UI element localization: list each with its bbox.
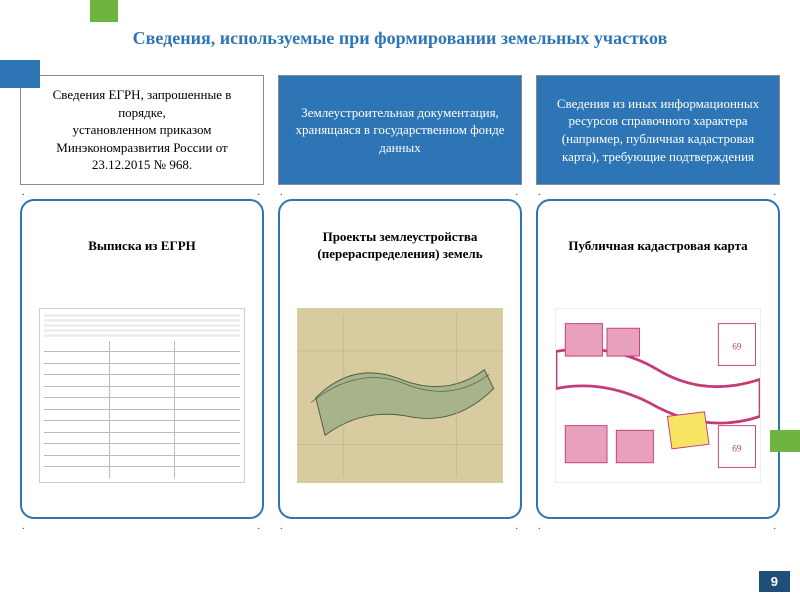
dots-row: ..	[20, 519, 264, 529]
decor-green-right	[770, 430, 800, 452]
dots-row: ..	[278, 185, 522, 195]
thumb-document	[30, 281, 254, 509]
page-number: 9	[759, 571, 790, 592]
header-line: Землеустроительная документация, храняща…	[287, 104, 513, 157]
header-box-3: Сведения из иных информационных ресурсов…	[536, 75, 780, 185]
header-line: Сведения ЕГРН, запрошенные в порядке,	[29, 86, 255, 121]
header-line: установленном приказом Минэкономразвития…	[29, 121, 255, 174]
column-2: Землеустроительная документация, храняща…	[278, 75, 522, 529]
header-box-1: Сведения ЕГРН, запрошенные в порядке, ус…	[20, 75, 264, 185]
cadastral-map-mock: 69 69	[555, 308, 761, 483]
header-line: Сведения из иных информационных ресурсов…	[545, 95, 771, 165]
column-3: Сведения из иных информационных ресурсов…	[536, 75, 780, 529]
card-3: Публичная кадастровая карта 69 6	[536, 199, 780, 519]
dots-row: ..	[536, 519, 780, 529]
dots-row: ..	[536, 185, 780, 195]
columns-container: Сведения ЕГРН, запрошенные в порядке, ус…	[0, 49, 800, 529]
old-map-mock	[297, 308, 503, 483]
thumb-cadastral-map: 69 69	[546, 281, 770, 509]
card-1: Выписка из ЕГРН	[20, 199, 264, 519]
dots-row: ..	[20, 185, 264, 195]
card-title-3: Публичная кадастровая карта	[562, 211, 753, 281]
dots-row: ..	[278, 519, 522, 529]
column-1: Сведения ЕГРН, запрошенные в порядке, ус…	[20, 75, 264, 529]
card-2: Проекты землеустройства (перераспределен…	[278, 199, 522, 519]
decor-green-top	[90, 0, 118, 22]
thumb-old-map	[288, 281, 512, 509]
header-box-2: Землеустроительная документация, храняща…	[278, 75, 522, 185]
card-title-2: Проекты землеустройства (перераспределен…	[288, 211, 512, 281]
document-mock	[39, 308, 245, 483]
card-title-1: Выписка из ЕГРН	[82, 211, 202, 281]
page-title: Сведения, используемые при формировании …	[0, 0, 800, 49]
decor-blue-left	[0, 60, 40, 88]
svg-text:69: 69	[732, 342, 742, 352]
svg-text:69: 69	[732, 444, 742, 454]
